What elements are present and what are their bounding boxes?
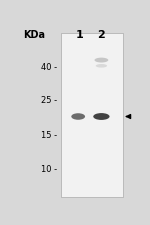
Text: 1: 1: [76, 30, 83, 40]
Ellipse shape: [96, 65, 107, 68]
Ellipse shape: [93, 114, 110, 120]
Text: 2: 2: [98, 30, 105, 40]
Text: 40 -: 40 -: [41, 63, 57, 72]
Ellipse shape: [71, 114, 85, 120]
Ellipse shape: [94, 58, 108, 63]
Text: 10 -: 10 -: [41, 164, 57, 173]
Bar: [61, 34, 123, 197]
Text: 15 -: 15 -: [41, 130, 57, 139]
Text: KDa: KDa: [23, 30, 45, 40]
Text: 25 -: 25 -: [41, 95, 57, 104]
